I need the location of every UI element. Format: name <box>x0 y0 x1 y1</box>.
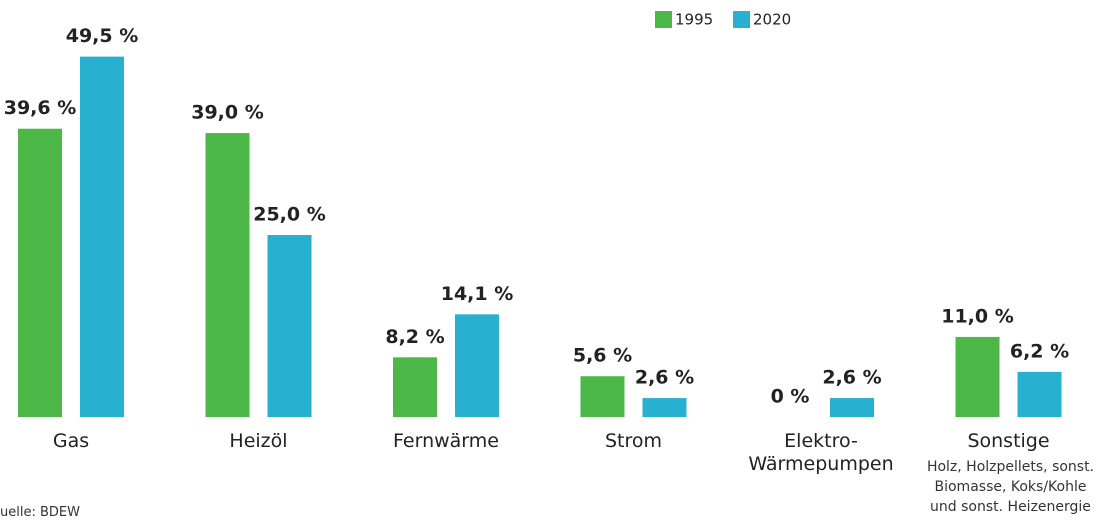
bar <box>580 376 625 417</box>
value-label: 49,5 % <box>66 25 139 47</box>
legend-label: 1995 <box>675 11 713 29</box>
category-label: Sonstige <box>967 430 1050 452</box>
legend-swatch <box>655 11 672 28</box>
category-label: Strom <box>604 430 663 452</box>
bar <box>830 398 874 417</box>
source: uelle: BDEW <box>0 505 80 520</box>
value-label: 39,6 % <box>4 97 77 119</box>
category-label: Fernwärme <box>393 430 499 452</box>
category-label: Heizöl <box>229 430 288 452</box>
category-label: Gas <box>52 430 90 452</box>
bar <box>267 235 312 417</box>
bar <box>393 357 437 417</box>
category-note: Holz, Holzpellets, sonst. Biomasse, Koks… <box>926 459 1095 515</box>
bar <box>80 56 124 417</box>
value-label: 2,6 % <box>635 367 694 389</box>
bar <box>642 398 687 417</box>
bar <box>955 336 1000 417</box>
category-label: Elektro- Wärmepumpen <box>748 430 894 475</box>
bar <box>455 314 499 417</box>
bar <box>205 133 250 417</box>
value-label: 8,2 % <box>385 326 444 348</box>
value-label: 5,6 % <box>573 345 632 367</box>
legend-swatch <box>733 11 750 28</box>
value-label: 0 % <box>771 386 810 408</box>
legend-label: 2020 <box>753 11 791 29</box>
value-label: 25,0 % <box>253 204 326 226</box>
bar <box>18 128 62 417</box>
value-label: 39,0 % <box>191 102 264 124</box>
value-label: 14,1 % <box>441 283 514 305</box>
value-label: 2,6 % <box>822 367 881 389</box>
value-label: 6,2 % <box>1010 340 1069 362</box>
value-label: 11,0 % <box>941 305 1014 327</box>
bar <box>1017 371 1062 417</box>
